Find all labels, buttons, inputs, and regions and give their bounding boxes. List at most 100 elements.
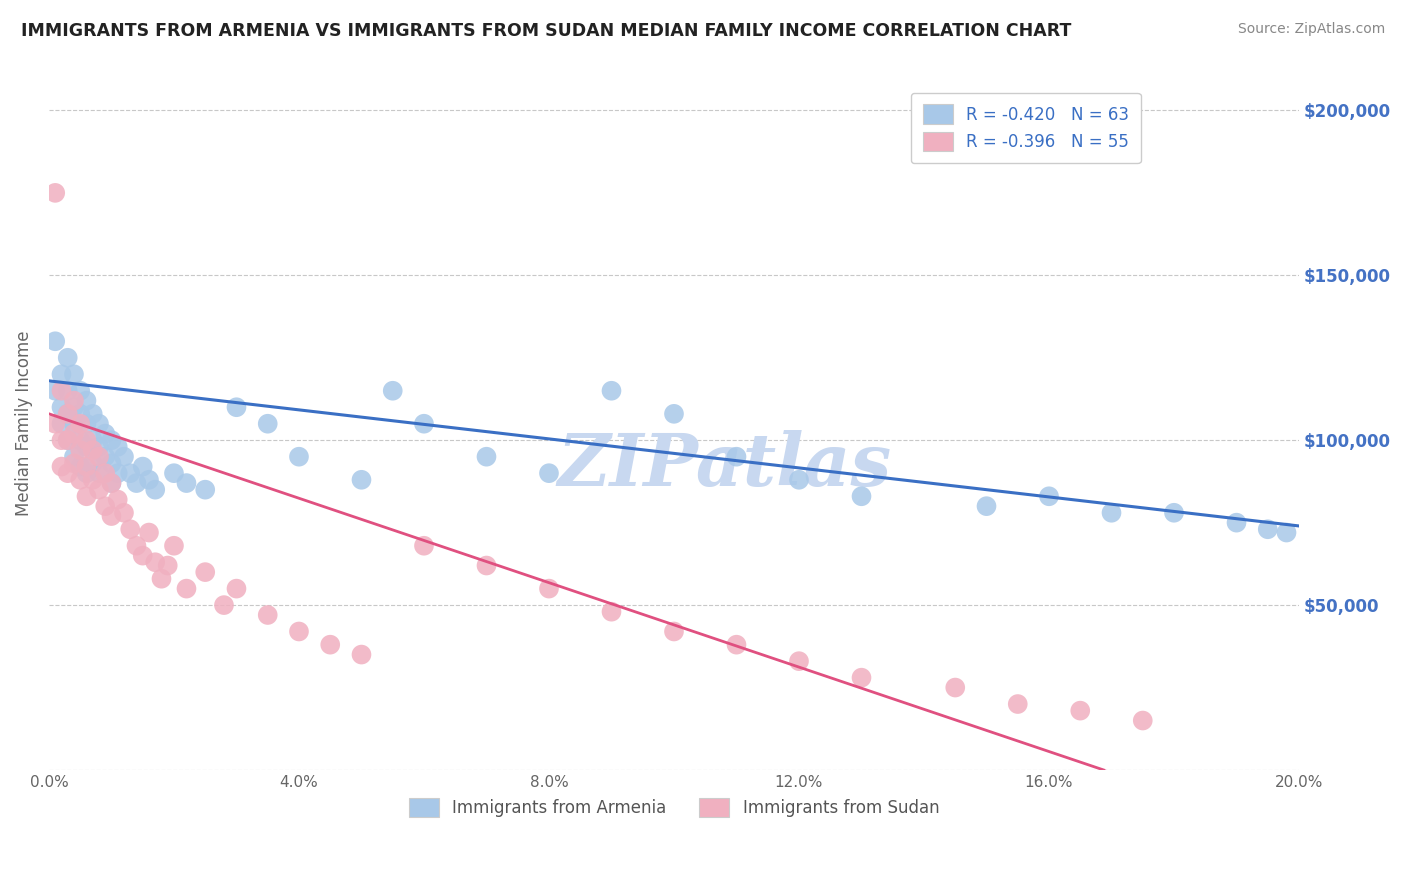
Point xyxy=(69,407,91,421)
Point xyxy=(87,483,110,497)
Point xyxy=(69,459,91,474)
Point xyxy=(225,582,247,596)
Point xyxy=(87,440,110,454)
Point xyxy=(63,368,86,382)
Point xyxy=(69,443,91,458)
Point xyxy=(100,434,122,448)
Point xyxy=(600,605,623,619)
Point xyxy=(194,483,217,497)
Text: Source: ZipAtlas.com: Source: ZipAtlas.com xyxy=(1237,22,1385,37)
Point xyxy=(132,549,155,563)
Point xyxy=(662,624,685,639)
Point xyxy=(851,489,873,503)
Point xyxy=(143,483,166,497)
Point xyxy=(163,466,186,480)
Point xyxy=(537,466,560,480)
Point xyxy=(76,466,98,480)
Point xyxy=(350,648,373,662)
Point xyxy=(51,368,73,382)
Point xyxy=(225,401,247,415)
Point xyxy=(413,417,436,431)
Point xyxy=(176,582,198,596)
Point xyxy=(87,466,110,480)
Point xyxy=(69,473,91,487)
Point xyxy=(132,459,155,474)
Point xyxy=(725,638,748,652)
Point xyxy=(125,539,148,553)
Point xyxy=(212,598,235,612)
Point xyxy=(63,426,86,441)
Point xyxy=(107,466,129,480)
Point xyxy=(44,384,66,398)
Point xyxy=(600,384,623,398)
Point xyxy=(125,476,148,491)
Point xyxy=(725,450,748,464)
Point xyxy=(143,555,166,569)
Point xyxy=(350,473,373,487)
Point xyxy=(76,417,98,431)
Point xyxy=(319,638,342,652)
Point xyxy=(1132,714,1154,728)
Point xyxy=(120,522,142,536)
Point xyxy=(787,654,810,668)
Point xyxy=(256,607,278,622)
Point xyxy=(851,671,873,685)
Point xyxy=(943,681,966,695)
Point xyxy=(87,450,110,464)
Point xyxy=(107,440,129,454)
Point xyxy=(82,473,104,487)
Text: ZIPatlas: ZIPatlas xyxy=(557,430,891,500)
Point xyxy=(51,384,73,398)
Point xyxy=(537,582,560,596)
Point xyxy=(69,434,91,448)
Point xyxy=(112,450,135,464)
Point xyxy=(1257,522,1279,536)
Point xyxy=(976,499,998,513)
Point xyxy=(194,565,217,579)
Y-axis label: Median Family Income: Median Family Income xyxy=(15,331,32,516)
Point xyxy=(56,434,79,448)
Point xyxy=(138,473,160,487)
Point xyxy=(256,417,278,431)
Point xyxy=(150,572,173,586)
Point xyxy=(76,489,98,503)
Point xyxy=(69,384,91,398)
Point xyxy=(76,440,98,454)
Point xyxy=(1225,516,1247,530)
Point xyxy=(475,558,498,573)
Point xyxy=(44,186,66,200)
Point xyxy=(1275,525,1298,540)
Point xyxy=(163,539,186,553)
Point xyxy=(76,393,98,408)
Point xyxy=(1163,506,1185,520)
Point xyxy=(94,450,117,464)
Point xyxy=(56,434,79,448)
Point xyxy=(100,476,122,491)
Point xyxy=(69,417,91,431)
Point xyxy=(56,407,79,421)
Point xyxy=(56,466,79,480)
Point xyxy=(100,476,122,491)
Point xyxy=(82,456,104,470)
Point xyxy=(51,401,73,415)
Point xyxy=(1069,704,1091,718)
Point xyxy=(44,334,66,349)
Point xyxy=(1038,489,1060,503)
Point xyxy=(120,466,142,480)
Point xyxy=(138,525,160,540)
Point xyxy=(63,393,86,408)
Point xyxy=(76,459,98,474)
Point xyxy=(288,624,311,639)
Point xyxy=(82,443,104,458)
Point xyxy=(1007,697,1029,711)
Point xyxy=(51,434,73,448)
Point xyxy=(100,509,122,524)
Point xyxy=(56,407,79,421)
Point xyxy=(662,407,685,421)
Point xyxy=(63,417,86,431)
Point xyxy=(1101,506,1123,520)
Point xyxy=(100,456,122,470)
Point xyxy=(475,450,498,464)
Point xyxy=(82,434,104,448)
Point xyxy=(94,466,117,480)
